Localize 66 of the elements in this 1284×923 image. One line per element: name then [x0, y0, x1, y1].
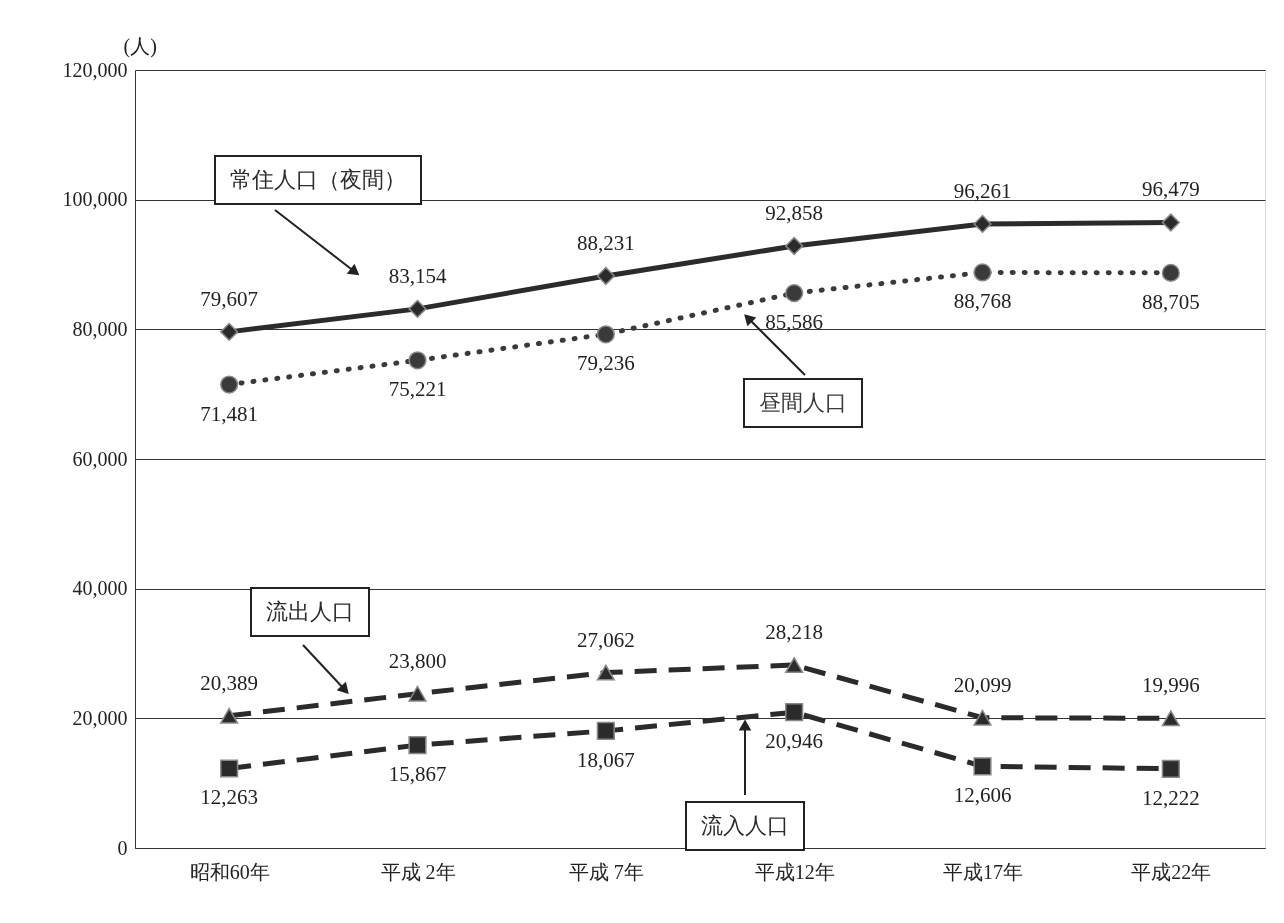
text: 流入人口 — [701, 813, 789, 838]
point — [596, 325, 615, 344]
point — [973, 214, 992, 234]
point — [220, 759, 239, 778]
data-label: 20,099 — [953, 672, 1012, 697]
x-tick-label: 平成17年 — [943, 860, 1023, 883]
point — [220, 375, 239, 394]
point — [408, 299, 427, 318]
y-axis-title: (人) — [123, 34, 157, 58]
text: 昼間人口 — [759, 390, 847, 415]
point — [408, 736, 427, 755]
point — [785, 236, 804, 256]
point — [596, 266, 615, 286]
y-tick-label: 20,000 — [72, 706, 128, 729]
y-tick-label: 100,000 — [62, 188, 128, 211]
data-label: 96,261 — [953, 178, 1012, 203]
x-tick-label: 昭和60年 — [189, 860, 270, 883]
point — [973, 757, 992, 776]
x-tick-label: 平成 2年 — [380, 860, 456, 883]
data-label: 79,236 — [576, 351, 635, 376]
x-tick-label: 平成12年 — [754, 860, 835, 883]
data-label: 12,606 — [953, 783, 1012, 808]
point — [408, 351, 427, 370]
data-label: 75,221 — [388, 377, 447, 402]
point — [596, 664, 615, 681]
data-label: 27,062 — [576, 627, 635, 652]
x-tick-label: 平成22年 — [1131, 860, 1212, 883]
data-label: 83,154 — [388, 263, 447, 288]
data-label: 28,218 — [765, 620, 824, 645]
point — [596, 721, 615, 740]
data-label: 20,389 — [200, 670, 259, 695]
y-tick-label: 80,000 — [72, 317, 128, 340]
data-label: 85,586 — [765, 310, 824, 335]
text: 常住人口（夜間） — [230, 167, 406, 192]
data-label: 12,263 — [200, 785, 259, 810]
y-tick-label: 40,000 — [72, 577, 128, 600]
point — [785, 657, 804, 674]
point — [785, 284, 804, 303]
data-label: 79,607 — [200, 286, 259, 311]
point — [1161, 263, 1180, 282]
data-label: 20,946 — [765, 729, 824, 754]
point — [220, 707, 239, 724]
data-label: 96,479 — [1141, 177, 1200, 202]
data-label: 19,996 — [1141, 673, 1200, 698]
data-label: 23,800 — [388, 648, 447, 673]
data-label: 15,867 — [388, 762, 447, 787]
point — [1161, 759, 1180, 778]
y-tick-label: 0 — [117, 836, 128, 859]
data-label: 88,768 — [953, 289, 1012, 314]
data-label: 71,481 — [200, 401, 259, 426]
point — [973, 263, 992, 282]
point — [1161, 710, 1180, 727]
data-label: 12,222 — [1141, 785, 1200, 810]
data-label: 18,067 — [576, 747, 635, 772]
point — [973, 709, 992, 726]
x-tick-label: 平成 7年 — [568, 860, 644, 883]
text: 流出人口 — [266, 599, 354, 624]
data-label: 92,858 — [765, 200, 824, 225]
point — [408, 685, 427, 702]
point — [785, 703, 804, 722]
point — [220, 322, 239, 341]
data-label: 88,231 — [576, 230, 635, 255]
y-tick-label: 60,000 — [72, 447, 128, 470]
y-tick-label: 120,000 — [62, 58, 128, 81]
point — [1161, 213, 1180, 232]
data-label: 88,705 — [1141, 289, 1200, 314]
